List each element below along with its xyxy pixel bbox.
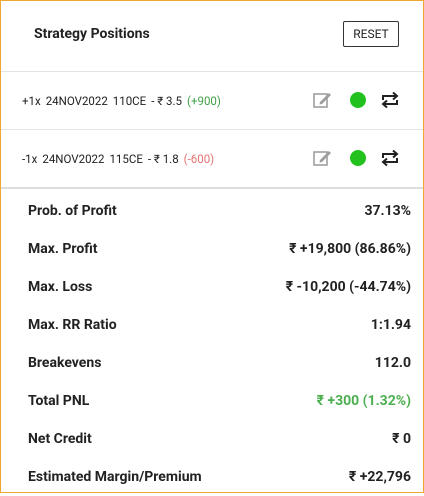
metric-value: 37.13% [364, 203, 411, 219]
metric-value: ₹ +300 (1.32%) [316, 393, 411, 409]
position-expiry: 24NOV2022 [42, 151, 105, 166]
position-row: -1x 24NOV2022 115CE - ₹ 1.8 (-600) [1, 130, 423, 189]
position-strike: 110CE [112, 93, 147, 108]
metric-row: Net Credit ₹ 0 [1, 420, 423, 458]
metric-value: 112.0 [374, 355, 411, 371]
position-actions [313, 91, 401, 109]
position-expiry: 24NOV2022 [45, 93, 108, 108]
edit-icon[interactable] [313, 91, 333, 109]
metric-label: Max. RR Ratio [28, 317, 117, 333]
position-row: +1x 24NOV2022 110CE - ₹ 3.5 (+900) [1, 72, 423, 130]
switch-icon[interactable] [379, 149, 401, 167]
position-qty: -1x [22, 151, 38, 166]
metric-label: Breakevens [28, 355, 102, 371]
switch-icon[interactable] [379, 91, 401, 109]
metric-row: Breakevens 112.0 [1, 344, 423, 382]
metric-label: Net Credit [28, 431, 92, 447]
position-pnl: (+900) [187, 93, 221, 108]
reset-button[interactable]: RESET [343, 21, 399, 47]
metric-label: Max. Loss [28, 279, 93, 295]
metric-value: ₹ 0 [392, 431, 411, 447]
panel-header: Strategy Positions RESET [1, 1, 423, 72]
panel-title: Strategy Positions [34, 26, 150, 42]
metric-label: Max. Profit [28, 241, 98, 257]
edit-icon[interactable] [313, 149, 333, 167]
position-qty: +1x [22, 93, 41, 108]
metric-row: Max. Profit ₹ +19,800 (86.86%) [1, 230, 423, 268]
positions-list: +1x 24NOV2022 110CE - ₹ 3.5 (+900) -1x 24NOV2… [1, 72, 423, 189]
metrics-list: Prob. of Profit 37.13% Max. Profit ₹ +19,80… [1, 189, 423, 496]
metric-value: ₹ +19,800 (86.86%) [289, 241, 411, 257]
metric-row: Total PNL ₹ +300 (1.32%) [1, 382, 423, 420]
metric-row: Estimated Margin/Premium ₹ +22,796 [1, 458, 423, 496]
status-dot[interactable] [349, 91, 367, 109]
metric-value: ₹ -10,200 (-44.74%) [285, 279, 411, 295]
metric-label: Estimated Margin/Premium [28, 469, 202, 485]
position-strike: 115CE [109, 151, 143, 166]
metric-row: Max. Loss ₹ -10,200 (-44.74%) [1, 268, 423, 306]
metric-label: Total PNL [28, 393, 90, 409]
position-pnl: (-600) [183, 151, 215, 166]
metric-value: 1:1.94 [370, 317, 411, 333]
status-dot[interactable] [349, 149, 367, 167]
metric-value: ₹ +22,796 [348, 469, 411, 485]
position-actions [313, 149, 401, 167]
position-price: - ₹ 3.5 [151, 93, 183, 108]
position-price: - ₹ 1.8 [147, 151, 179, 166]
metric-row: Max. RR Ratio 1:1.94 [1, 306, 423, 344]
metric-label: Prob. of Profit [28, 203, 117, 219]
metric-row: Prob. of Profit 37.13% [1, 192, 423, 230]
